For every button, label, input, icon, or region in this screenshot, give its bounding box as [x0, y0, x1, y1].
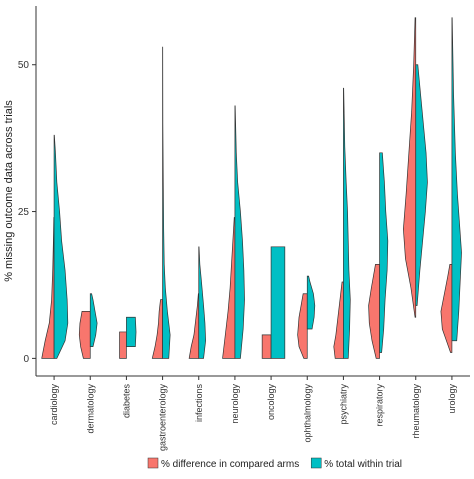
y-tick-label: 0	[23, 354, 29, 365]
violin-left-infections	[188, 293, 200, 359]
violin-left-urology	[440, 264, 453, 353]
violin-right-diabetes	[126, 316, 137, 347]
violin-right-oncology	[270, 246, 286, 359]
violin-left-rheumatology	[403, 17, 417, 318]
violin-right-neurology	[234, 105, 245, 359]
x-tick-label-cardiology: cardiology	[49, 384, 59, 426]
violin-left-ophthalmology	[297, 293, 308, 359]
y-axis-ticks: 0 25 50	[18, 60, 36, 365]
violin-right-urology	[451, 17, 462, 342]
x-tick-label-gastroenterology: gastroenterology	[158, 384, 168, 452]
x-tick-label-dermatology: dermatology	[85, 384, 95, 434]
violin-right-ophthalmology	[306, 275, 316, 330]
violin-right-infections	[198, 246, 206, 359]
violin-right-psychiatry	[343, 87, 351, 359]
violin-left-oncology	[261, 334, 272, 359]
x-tick-label-infections: infections	[194, 384, 204, 423]
x-tick-label-psychiatry: psychiatry	[338, 384, 348, 425]
x-tick-label-ophthalmology: ophthalmology	[302, 384, 312, 443]
legend-label-2: % total within trial	[324, 459, 402, 470]
violin-right-gastroenterology	[162, 46, 171, 359]
violin-left-respiratory	[368, 264, 380, 359]
y-tick-label: 25	[18, 207, 30, 218]
legend-swatch-2	[310, 457, 322, 469]
x-tick-label-respiratory: respiratory	[375, 384, 385, 427]
violin-left-gastroenterology	[151, 299, 163, 359]
y-tick-label: 50	[18, 60, 30, 71]
violin-right-cardiology	[53, 134, 69, 359]
violin-left-psychiatry	[333, 281, 344, 359]
x-tick-label-neurology: neurology	[230, 384, 240, 424]
legend: % difference in compared arms % total wit…	[147, 457, 402, 470]
violin-right-respiratory	[379, 152, 389, 353]
violin-left-dermatology	[78, 311, 91, 359]
violin-right-dermatology	[89, 293, 98, 347]
x-tick-label-rheumatology: rheumatology	[411, 384, 421, 439]
violin-left-cardiology	[41, 217, 55, 359]
y-axis-title: % missing outcome data across trials	[3, 100, 15, 282]
x-tick-label-urology: urology	[447, 384, 457, 414]
x-tick-label-diabetes: diabetes	[121, 384, 131, 419]
x-axis-ticks: cardiology dermatology diabetes gastroenter…	[49, 376, 457, 451]
violin-right-rheumatology	[415, 64, 428, 306]
plot-area	[41, 17, 462, 359]
legend-swatch-1	[147, 457, 159, 469]
x-tick-label-oncology: oncology	[266, 384, 276, 421]
violin-left-diabetes	[119, 331, 127, 359]
legend-label-1: % difference in compared arms	[161, 459, 299, 470]
violin-left-neurology	[222, 217, 236, 359]
